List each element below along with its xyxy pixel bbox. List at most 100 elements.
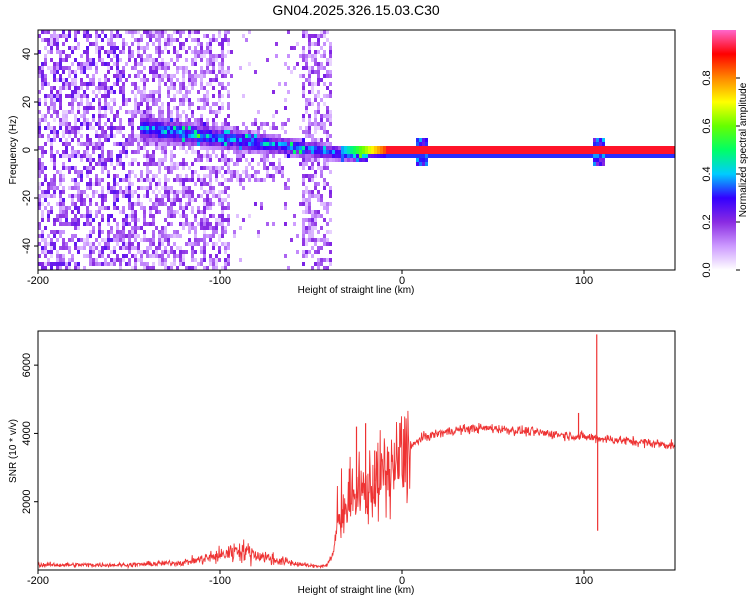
heatmap-cell [122,90,125,94]
heatmap-cell [134,150,137,154]
heatmap-cell [218,98,221,102]
heatmap-cell [200,158,203,162]
heatmap-cell [107,102,110,106]
heatmap-cell [188,194,191,198]
heatmap-cell [128,170,131,174]
heatmap-cell [203,242,206,246]
heatmap-cell [101,46,104,50]
heatmap-cell [74,114,77,118]
heatmap-cell [314,158,317,162]
heatmap-cell [104,194,107,198]
heatmap-cell [566,150,569,154]
heatmap-cell [77,150,80,154]
heatmap-cell [425,142,428,146]
heatmap-cell [77,106,80,110]
heatmap-cell [56,114,59,118]
heatmap-cell [566,154,569,158]
heatmap-cell [131,170,134,174]
heatmap-cell [92,230,95,234]
heatmap-cell [53,126,56,130]
heatmap-cell [239,158,242,162]
heatmap-cell [86,234,89,238]
heatmap-cell [110,262,113,266]
heatmap-cell [344,146,347,150]
heatmap-cell [152,30,155,34]
heatmap-cell [44,142,47,146]
heatmap-cell [176,30,179,34]
heatmap-cell [206,226,209,230]
heatmap-cell [620,146,623,150]
heatmap-cell [134,138,137,142]
heatmap-cell [296,146,299,150]
heatmap-cell [416,138,419,142]
heatmap-cell [263,130,266,134]
heatmap-cell [110,238,113,242]
heatmap-cell [269,146,272,150]
heatmap-cell [86,146,89,150]
heatmap-cell [80,122,83,126]
heatmap-cell [158,198,161,202]
heatmap-cell [170,142,173,146]
heatmap-cell [155,130,158,134]
heatmap-cell [212,134,215,138]
heatmap-cell [302,250,305,254]
heatmap-cell [188,198,191,202]
heatmap-cell [191,74,194,78]
heatmap-cell [89,34,92,38]
heatmap-cell [224,138,227,142]
heatmap-cell [74,74,77,78]
heatmap-cell [131,234,134,238]
heatmap-cell [59,102,62,106]
heatmap-cell [311,66,314,70]
heatmap-cell [116,62,119,66]
heatmap-cell [59,210,62,214]
heatmap-cell [314,242,317,246]
heatmap-cell [185,266,188,270]
heatmap-cell [314,50,317,54]
heatmap-cell [173,202,176,206]
heatmap-cell [83,62,86,66]
heatmap-cell [179,178,182,182]
heatmap-cell [179,162,182,166]
heatmap-cell [92,82,95,86]
heatmap-cell [116,258,119,262]
heatmap-cell [122,254,125,258]
heatmap-cell [287,30,290,34]
heatmap-cell [68,142,71,146]
heatmap-cell [74,126,77,130]
heatmap-cell [152,42,155,46]
heatmap-cell [173,190,176,194]
heatmap-cell [176,58,179,62]
heatmap-cell [164,174,167,178]
heatmap-cell [185,250,188,254]
heatmap-cell [128,258,131,262]
heatmap-cell [329,122,332,126]
heatmap-cell [221,210,224,214]
heatmap-cell [167,114,170,118]
heatmap-cell [53,98,56,102]
heatmap-cell [164,142,167,146]
heatmap-cell [62,238,65,242]
heatmap-cell [134,74,137,78]
heatmap-cell [98,114,101,118]
heatmap-cell [248,146,251,150]
heatmap-cell [233,170,236,174]
heatmap-cell [227,186,230,190]
heatmap-cell [113,50,116,54]
heatmap-cell [188,126,191,130]
heatmap-cell [38,162,41,166]
heatmap-cell [395,154,398,158]
heatmap-cell [419,142,422,146]
heatmap-cell [344,158,347,162]
heatmap-cell [140,146,143,150]
heatmap-cell [158,98,161,102]
heatmap-cell [77,198,80,202]
heatmap-cell [221,206,224,210]
heatmap-cell [146,106,149,110]
heatmap-cell [161,114,164,118]
heatmap-cell [128,190,131,194]
heatmap-cell [257,110,260,114]
heatmap-cell [53,178,56,182]
heatmap-cell [173,106,176,110]
heatmap-cell [149,214,152,218]
